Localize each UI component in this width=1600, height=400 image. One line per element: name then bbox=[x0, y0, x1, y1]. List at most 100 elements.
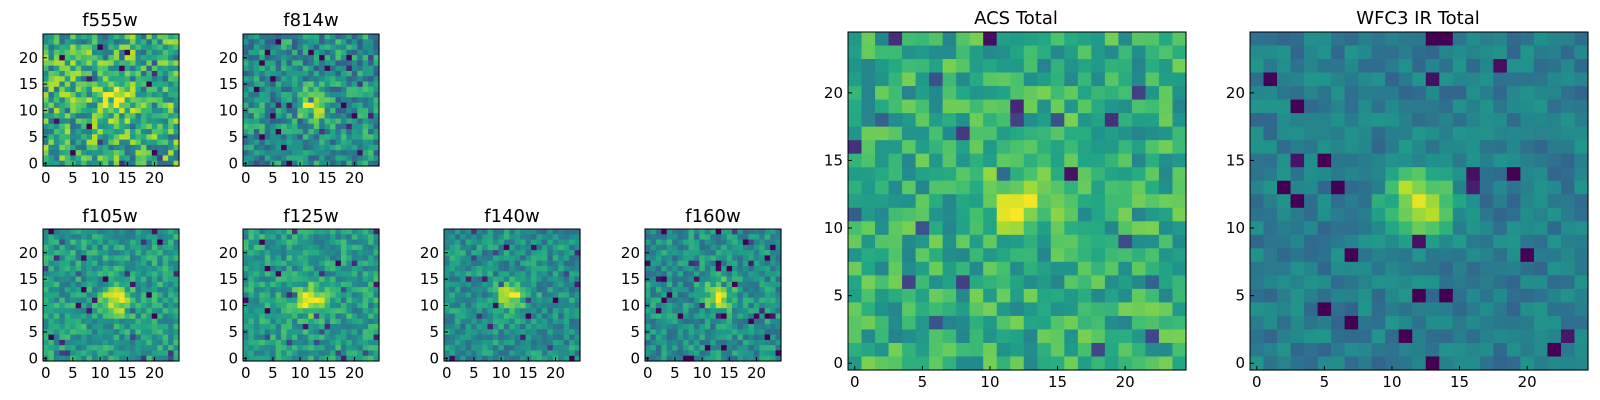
heatmap-cell bbox=[162, 244, 169, 251]
heatmap-cell bbox=[1250, 72, 1265, 87]
heatmap-cell bbox=[140, 239, 147, 246]
heatmap-cell bbox=[520, 260, 527, 267]
heatmap-cell bbox=[335, 65, 342, 72]
heatmap-cell bbox=[861, 342, 876, 358]
heatmap-cell bbox=[1077, 234, 1092, 249]
heatmap-cell bbox=[264, 239, 271, 246]
heatmap-cell bbox=[1023, 275, 1038, 290]
heatmap-cell bbox=[75, 39, 82, 46]
heatmap-cell bbox=[75, 160, 82, 167]
heatmap-cell bbox=[135, 339, 142, 346]
heatmap-cell bbox=[264, 60, 271, 67]
heatmap-cell bbox=[324, 229, 331, 235]
heatmap-cell bbox=[536, 318, 543, 325]
heatmap-cell bbox=[541, 308, 548, 315]
heatmap-cell bbox=[173, 250, 180, 256]
heatmap-cell bbox=[1158, 329, 1174, 344]
heatmap-cell bbox=[1145, 261, 1160, 276]
heatmap-cell bbox=[286, 86, 293, 93]
heatmap-cell bbox=[1077, 86, 1092, 101]
heatmap-cell bbox=[264, 339, 271, 346]
heatmap-cell bbox=[861, 153, 876, 168]
heatmap-cell bbox=[956, 153, 971, 168]
heatmap-cell bbox=[270, 329, 277, 336]
heatmap-cell bbox=[775, 265, 782, 272]
heatmap-cell bbox=[492, 334, 499, 341]
heatmap-cell bbox=[737, 313, 744, 320]
heatmap-cell bbox=[1145, 167, 1160, 182]
heatmap-cell bbox=[275, 229, 282, 235]
heatmap-cell bbox=[737, 355, 744, 362]
heatmap-cell bbox=[335, 302, 342, 309]
heatmap-cell bbox=[75, 292, 82, 299]
heatmap-cell bbox=[248, 107, 255, 114]
heatmap-cell bbox=[492, 260, 499, 267]
heatmap-cell bbox=[86, 81, 93, 88]
heatmap-cell bbox=[324, 324, 331, 330]
heatmap-cell bbox=[1317, 194, 1332, 209]
heatmap-cell bbox=[710, 255, 717, 262]
y-tick-label: 5 bbox=[228, 323, 238, 341]
heatmap-cell bbox=[1358, 45, 1373, 60]
heatmap-cell bbox=[135, 39, 142, 46]
heatmap-cell bbox=[1037, 302, 1052, 317]
heatmap-cell bbox=[297, 324, 304, 330]
heatmap-cell bbox=[541, 302, 548, 309]
heatmap-cell bbox=[281, 297, 288, 304]
heatmap-cell bbox=[330, 239, 337, 246]
heatmap-cell bbox=[693, 292, 700, 299]
heatmap-cell bbox=[53, 44, 60, 51]
heatmap-cell bbox=[547, 355, 554, 362]
heatmap-cell bbox=[324, 281, 331, 288]
heatmap-cell bbox=[64, 297, 71, 304]
heatmap-cell bbox=[1145, 153, 1160, 168]
heatmap-cell bbox=[482, 345, 489, 352]
heatmap-cell bbox=[259, 76, 266, 83]
heatmap-cell bbox=[1452, 86, 1467, 101]
heatmap-cell bbox=[983, 59, 998, 74]
heatmap-cell bbox=[264, 350, 271, 357]
heatmap-cell bbox=[1050, 167, 1065, 182]
heatmap-cell bbox=[346, 144, 353, 151]
heatmap-cell bbox=[547, 302, 554, 309]
heatmap-cell bbox=[1050, 32, 1065, 47]
heatmap-cell bbox=[351, 65, 358, 72]
heatmap-cell bbox=[732, 339, 739, 346]
heatmap-cell bbox=[313, 92, 320, 98]
heatmap-cell bbox=[1010, 113, 1025, 128]
heatmap-cell bbox=[1277, 167, 1292, 182]
heatmap-cell bbox=[1131, 86, 1147, 101]
heatmap-cell bbox=[168, 287, 175, 293]
heatmap-cell bbox=[302, 81, 309, 88]
heatmap-cell bbox=[1344, 140, 1359, 155]
heatmap-cell bbox=[140, 70, 147, 77]
heatmap-cell bbox=[330, 244, 337, 251]
heatmap-cell bbox=[770, 255, 777, 262]
heatmap-cell bbox=[124, 324, 131, 330]
heatmap-cell bbox=[915, 153, 930, 168]
heatmap-cell bbox=[130, 287, 137, 293]
heatmap-cell bbox=[552, 276, 559, 283]
heatmap-cell bbox=[243, 345, 250, 352]
heatmap-cell bbox=[119, 49, 126, 56]
heatmap-cell bbox=[340, 150, 347, 157]
heatmap-cell bbox=[748, 271, 755, 278]
heatmap-cell bbox=[996, 207, 1011, 222]
heatmap-cell bbox=[1250, 153, 1265, 168]
heatmap-cell bbox=[162, 129, 169, 135]
heatmap-cell bbox=[1037, 180, 1052, 195]
heatmap-cell bbox=[558, 265, 565, 272]
heatmap-cell bbox=[270, 229, 277, 235]
heatmap-cell bbox=[335, 107, 342, 114]
heatmap-cell bbox=[552, 329, 559, 336]
heatmap-cell bbox=[308, 265, 315, 272]
heatmap-cell bbox=[902, 207, 917, 222]
heatmap-cell bbox=[113, 123, 120, 130]
heatmap-cell bbox=[726, 281, 733, 288]
heatmap-cell bbox=[1452, 234, 1467, 249]
heatmap-cell bbox=[313, 329, 320, 336]
heatmap-cell bbox=[460, 239, 467, 246]
heatmap-cell bbox=[75, 150, 82, 157]
heatmap-cell bbox=[1479, 221, 1494, 236]
heatmap-cell bbox=[351, 102, 358, 109]
